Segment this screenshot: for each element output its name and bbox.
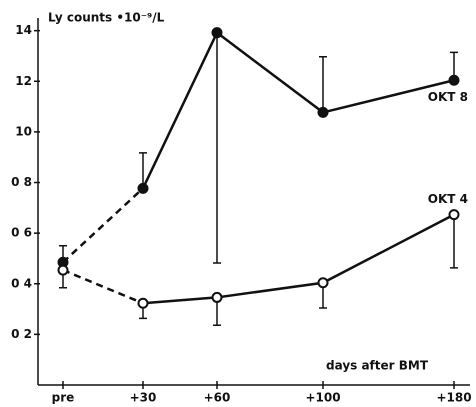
- series-line: [142, 213, 455, 305]
- data-point: [448, 209, 460, 221]
- x-tick-label: +30: [130, 391, 157, 405]
- legend-label: OKT 8: [428, 90, 468, 104]
- error-bar: [213, 32, 221, 264]
- x-tick-label: +100: [305, 391, 340, 405]
- data-point: [137, 297, 149, 309]
- y-tick-label: 0 4: [11, 276, 32, 290]
- series-line: [62, 187, 144, 264]
- series-line: [141, 30, 455, 189]
- x-tick-label: +60: [204, 391, 231, 405]
- data-point: [137, 182, 149, 194]
- data-point: [317, 277, 329, 289]
- data-point: [57, 264, 69, 276]
- series-line: [62, 268, 144, 305]
- x-tick-label: +180: [436, 391, 471, 405]
- y-tick-label: 14: [15, 23, 32, 37]
- legend-label: OKT 4: [428, 192, 468, 206]
- y-tick-label: 10: [15, 124, 32, 138]
- error-bar: [319, 55, 327, 113]
- data-point: [211, 291, 223, 303]
- x-axis-label: days after BMT: [326, 359, 429, 373]
- data-point: [448, 74, 460, 86]
- y-tick-label: 0 6: [11, 226, 32, 240]
- data-point: [211, 27, 223, 39]
- error-bar: [450, 214, 458, 269]
- y-tick-label: 12: [15, 74, 32, 88]
- y-axis-label: Ly counts •10⁻⁹/L: [48, 11, 165, 25]
- error-bar: [139, 152, 147, 189]
- y-tick-label: 0 8: [11, 175, 32, 189]
- x-tick-label: pre: [52, 391, 75, 405]
- data-point: [317, 106, 329, 118]
- y-tick-label: 0 2: [11, 327, 32, 341]
